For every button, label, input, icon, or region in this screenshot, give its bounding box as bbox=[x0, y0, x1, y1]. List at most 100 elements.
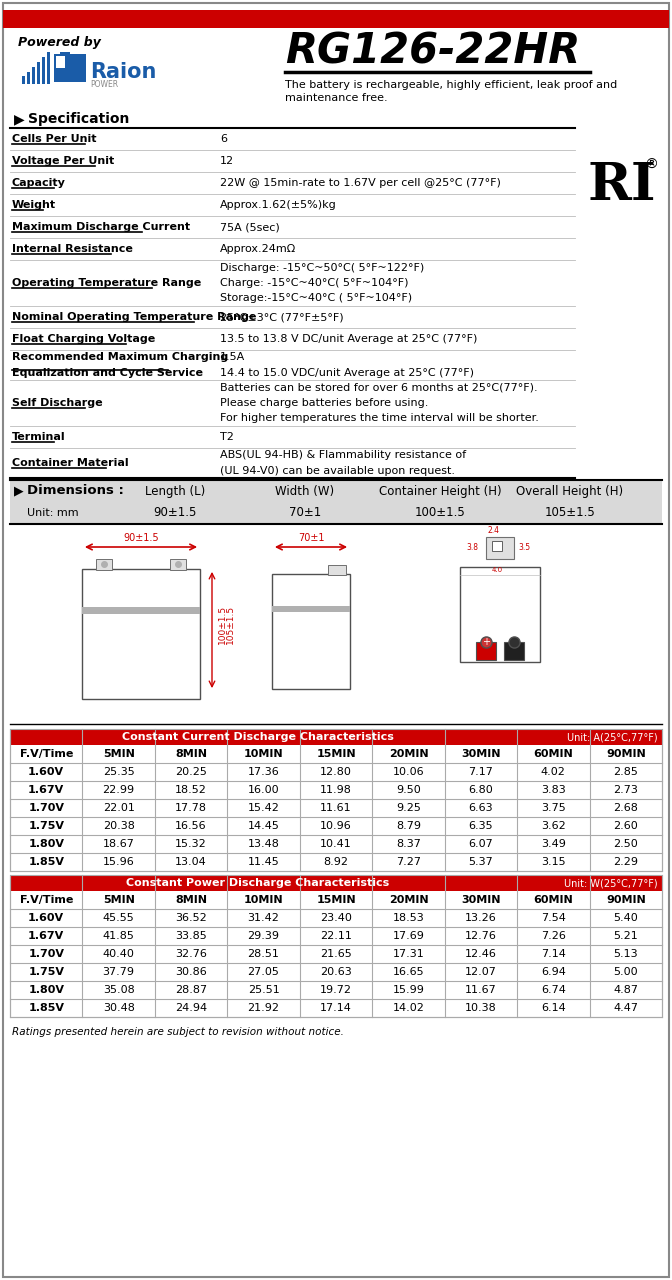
Text: Specification: Specification bbox=[28, 111, 130, 125]
Text: 3.83: 3.83 bbox=[541, 785, 566, 795]
Text: 1.60V: 1.60V bbox=[28, 767, 65, 777]
Text: The battery is rechargeable, highly efficient, leak proof and: The battery is rechargeable, highly effi… bbox=[285, 79, 618, 90]
Bar bbox=[10, 799, 662, 817]
Text: 70±1: 70±1 bbox=[289, 507, 321, 520]
Text: 6: 6 bbox=[220, 134, 227, 143]
Text: 1.80V: 1.80V bbox=[28, 986, 65, 995]
Bar bbox=[10, 927, 662, 945]
Text: 15.32: 15.32 bbox=[175, 838, 207, 849]
Text: ▶: ▶ bbox=[14, 111, 25, 125]
Text: 19.72: 19.72 bbox=[320, 986, 352, 995]
Text: ®: ® bbox=[644, 157, 658, 172]
Text: 20MIN: 20MIN bbox=[388, 895, 428, 905]
Text: 16.56: 16.56 bbox=[175, 820, 207, 831]
Bar bbox=[10, 817, 662, 835]
Text: POWER: POWER bbox=[90, 79, 118, 90]
Text: 2.68: 2.68 bbox=[614, 803, 638, 813]
Text: 3.15: 3.15 bbox=[541, 858, 566, 867]
Text: 7.26: 7.26 bbox=[541, 931, 566, 941]
Text: 10.06: 10.06 bbox=[392, 767, 424, 777]
Text: Weight: Weight bbox=[12, 200, 56, 210]
Bar bbox=[10, 852, 662, 870]
Text: 12.80: 12.80 bbox=[320, 767, 352, 777]
Text: 5MIN: 5MIN bbox=[103, 895, 134, 905]
Bar bbox=[10, 480, 662, 524]
Text: 1.85V: 1.85V bbox=[28, 1004, 65, 1012]
Text: 25.35: 25.35 bbox=[103, 767, 134, 777]
Text: 35.08: 35.08 bbox=[103, 986, 134, 995]
Text: 8MIN: 8MIN bbox=[175, 749, 207, 759]
Bar bbox=[10, 745, 662, 763]
Text: Powered by: Powered by bbox=[18, 36, 101, 49]
Text: Approx.24mΩ: Approx.24mΩ bbox=[220, 244, 296, 253]
Bar bbox=[3, 10, 669, 28]
Text: 33.85: 33.85 bbox=[175, 931, 207, 941]
Bar bbox=[486, 538, 514, 559]
Text: Maximum Discharge Current: Maximum Discharge Current bbox=[12, 221, 190, 232]
Bar bbox=[22, 76, 25, 84]
Bar bbox=[10, 763, 662, 781]
Text: 31.42: 31.42 bbox=[247, 913, 280, 923]
Text: 11.61: 11.61 bbox=[320, 803, 352, 813]
Text: 30MIN: 30MIN bbox=[461, 895, 501, 905]
Text: 22W @ 15min-rate to 1.67V per cell @25°C (77°F): 22W @ 15min-rate to 1.67V per cell @25°C… bbox=[220, 178, 501, 188]
Text: 7.17: 7.17 bbox=[468, 767, 493, 777]
Text: 45.55: 45.55 bbox=[103, 913, 134, 923]
Bar bbox=[10, 980, 662, 998]
Text: maintenance free.: maintenance free. bbox=[285, 93, 388, 102]
Text: F.V/Time: F.V/Time bbox=[19, 895, 73, 905]
Text: 12.46: 12.46 bbox=[465, 948, 497, 959]
Text: 29.39: 29.39 bbox=[247, 931, 280, 941]
Text: 7.54: 7.54 bbox=[541, 913, 566, 923]
Text: 60MIN: 60MIN bbox=[534, 749, 573, 759]
Text: ▶: ▶ bbox=[14, 485, 24, 498]
Text: Container Height (H): Container Height (H) bbox=[379, 485, 501, 498]
Bar bbox=[476, 643, 496, 660]
Bar bbox=[82, 570, 200, 699]
Text: 90MIN: 90MIN bbox=[606, 749, 646, 759]
Bar bbox=[10, 909, 662, 927]
Text: 23.40: 23.40 bbox=[320, 913, 352, 923]
Text: 10MIN: 10MIN bbox=[244, 749, 284, 759]
Bar bbox=[170, 559, 186, 570]
Text: 41.85: 41.85 bbox=[103, 931, 134, 941]
Bar bbox=[10, 781, 662, 799]
Text: F.V/Time: F.V/Time bbox=[19, 749, 73, 759]
Text: 5.21: 5.21 bbox=[614, 931, 638, 941]
Text: RI: RI bbox=[588, 160, 657, 211]
Text: Operating Temperature Range: Operating Temperature Range bbox=[12, 278, 201, 288]
Text: 1.5A: 1.5A bbox=[220, 352, 245, 362]
Text: 1.67V: 1.67V bbox=[28, 785, 65, 795]
Text: Discharge: -15°C~50°C( 5°F~122°F): Discharge: -15°C~50°C( 5°F~122°F) bbox=[220, 262, 424, 273]
Text: 12.07: 12.07 bbox=[465, 966, 497, 977]
Text: 36.52: 36.52 bbox=[175, 913, 207, 923]
Text: 27.05: 27.05 bbox=[247, 966, 280, 977]
Text: 15MIN: 15MIN bbox=[317, 749, 355, 759]
Text: 14.4 to 15.0 VDC/unit Average at 25°C (77°F): 14.4 to 15.0 VDC/unit Average at 25°C (7… bbox=[220, 367, 474, 378]
Text: 16.65: 16.65 bbox=[392, 966, 424, 977]
Bar bbox=[272, 605, 350, 612]
Bar bbox=[10, 730, 662, 745]
Text: 1.75V: 1.75V bbox=[28, 966, 65, 977]
Text: 3.75: 3.75 bbox=[541, 803, 566, 813]
Text: Length (L): Length (L) bbox=[145, 485, 205, 498]
Text: 4.47: 4.47 bbox=[614, 1004, 638, 1012]
Text: 8MIN: 8MIN bbox=[175, 895, 207, 905]
Text: ABS(UL 94-HB) & Flammability resistance of: ABS(UL 94-HB) & Flammability resistance … bbox=[220, 451, 466, 461]
Text: 13.5 to 13.8 V DC/unit Average at 25°C (77°F): 13.5 to 13.8 V DC/unit Average at 25°C (… bbox=[220, 334, 477, 344]
Bar bbox=[54, 54, 86, 82]
Bar bbox=[10, 876, 662, 891]
Text: 90±1.5: 90±1.5 bbox=[123, 532, 159, 543]
Bar bbox=[42, 58, 45, 84]
Text: 2.73: 2.73 bbox=[614, 785, 638, 795]
Text: 17.36: 17.36 bbox=[248, 767, 280, 777]
Text: Raion: Raion bbox=[90, 61, 157, 82]
Text: 18.53: 18.53 bbox=[392, 913, 424, 923]
Text: 21.92: 21.92 bbox=[247, 1004, 280, 1012]
Text: 24.94: 24.94 bbox=[175, 1004, 207, 1012]
Text: 5MIN: 5MIN bbox=[103, 749, 134, 759]
Text: 1.70V: 1.70V bbox=[28, 948, 65, 959]
Text: Approx.1.62(±5%)kg: Approx.1.62(±5%)kg bbox=[220, 200, 337, 210]
Text: 18.52: 18.52 bbox=[175, 785, 207, 795]
Text: 28.51: 28.51 bbox=[247, 948, 280, 959]
